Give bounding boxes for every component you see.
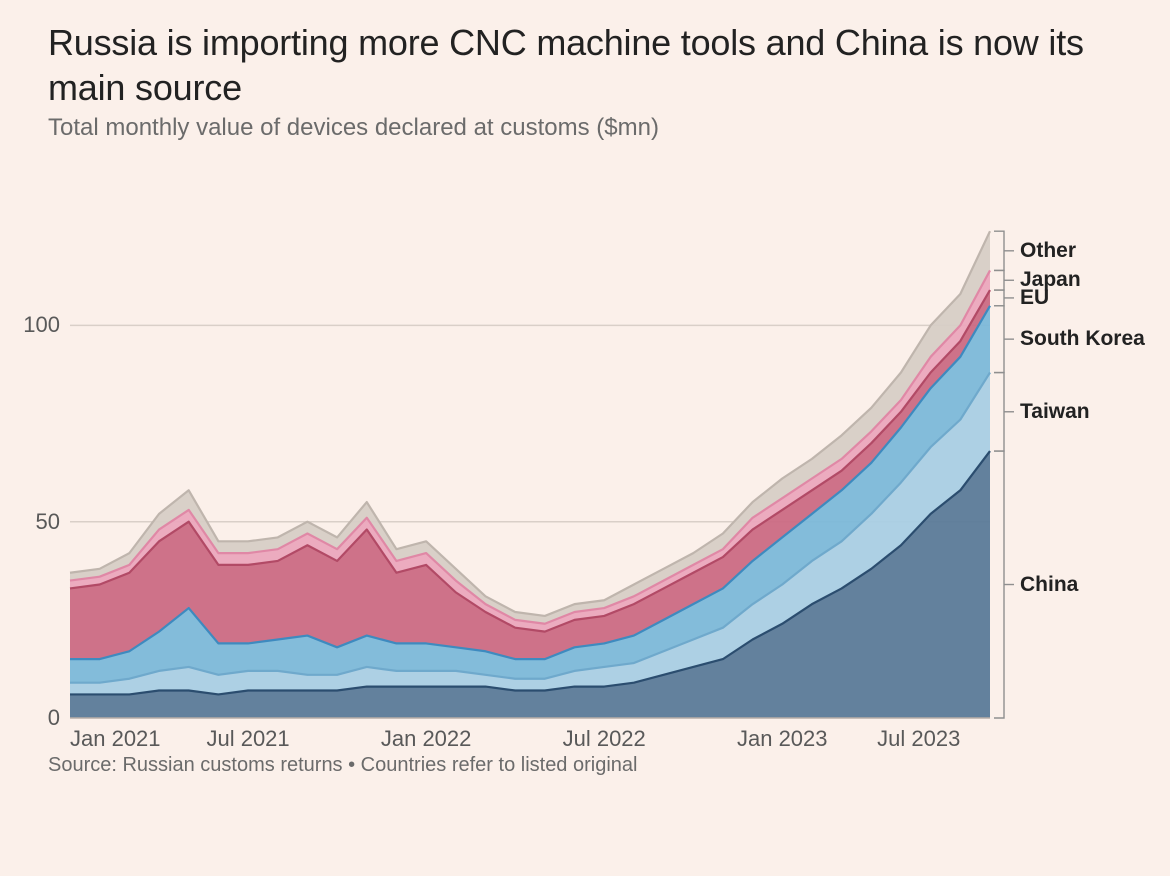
legend-label-other: Other	[1020, 239, 1076, 263]
chart-source: Source: Russian customs returns • Countr…	[48, 754, 1130, 777]
legend-label-taiwan: Taiwan	[1020, 400, 1090, 424]
legend-label-china: China	[1020, 573, 1078, 597]
x-tick-label: Jul 2022	[563, 726, 646, 752]
x-tick-label: Jan 2023	[737, 726, 828, 752]
legend-bracket	[994, 270, 1004, 290]
x-tick-label: Jul 2021	[206, 726, 289, 752]
x-tick-label: Jul 2023	[877, 726, 960, 752]
chart-title: Russia is importing more CNC machine too…	[48, 20, 1130, 110]
legend-bracket	[994, 306, 1004, 373]
y-tick-label: 0	[48, 705, 60, 731]
legend-bracket	[994, 231, 1004, 270]
legend-bracket	[994, 451, 1004, 718]
legend-bracket	[994, 373, 1004, 452]
legend-bracket	[994, 290, 1004, 306]
legend-label-eu: EU	[1020, 286, 1049, 310]
x-tick-label: Jan 2021	[70, 726, 161, 752]
y-tick-label: 50	[36, 509, 60, 535]
x-tick-label: Jan 2022	[381, 726, 472, 752]
stacked-area-chart	[70, 188, 990, 718]
y-tick-label: 100	[23, 312, 60, 338]
chart-subtitle: Total monthly value of devices declared …	[48, 114, 1130, 142]
legend-label-south-korea: South Korea	[1020, 327, 1145, 351]
chart-area: 050100Jan 2021Jul 2021Jan 2022Jul 2022Ja…	[70, 188, 990, 718]
